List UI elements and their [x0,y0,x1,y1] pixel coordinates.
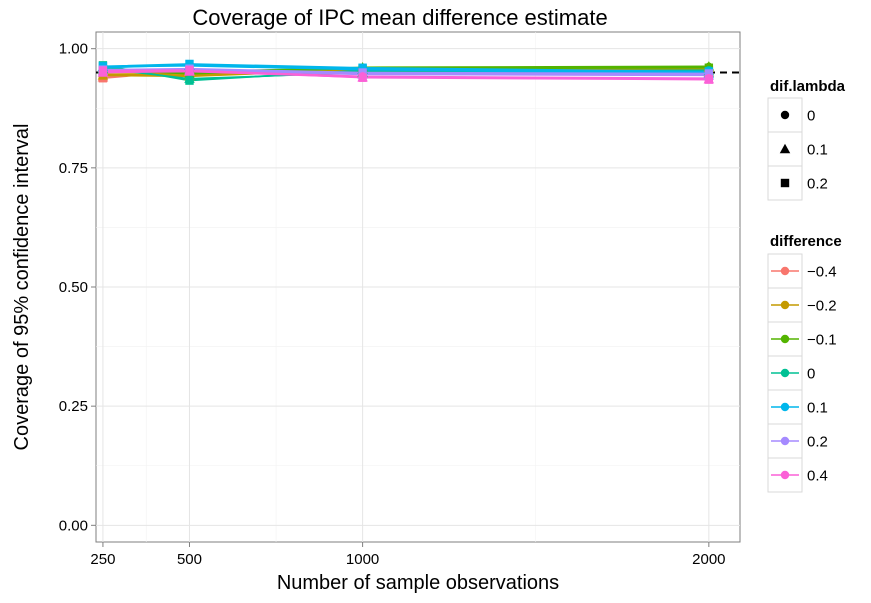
data-point [358,63,367,72]
legend-point-swatch [780,436,790,446]
legend-label: 0 [807,108,815,125]
x-tick-label: 250 [90,551,115,568]
legend-label: 0.1 [807,142,828,159]
series [102,65,709,75]
chart-title: Coverage of IPC mean difference estimate [192,5,607,30]
legend-point-swatch [780,266,790,276]
legend-title-difference: difference [770,233,842,250]
legend-label: −0.4 [807,264,837,281]
axes-group: 0.00 0.25 0.50 0.75 1.00 250 500 1000 2000 [59,41,726,568]
data-point [704,75,714,84]
y-axis-title: Coverage of 95% confidence interval [11,124,33,451]
legend-entry-color: −0.4 [767,253,837,289]
y-tick-label: 0.75 [59,160,88,177]
legend-label: 0.2 [807,434,828,451]
series-line [102,67,709,75]
x-tick-label: 2000 [692,551,725,568]
series-points [98,65,714,84]
legend-entry-color: −0.2 [767,287,837,323]
legend-label: −0.1 [807,332,837,349]
y-tick-label: 0.50 [59,279,88,296]
grid-lines [96,32,740,542]
data-point [98,66,108,75]
x-tick-label: 1000 [346,551,379,568]
x-axis-title: Number of sample observations [277,572,559,594]
triangle-icon [779,143,791,154]
data-point [185,59,194,69]
legend-entry-color: 0.1 [767,389,828,425]
series-group [97,59,715,85]
legend-point-swatch [780,300,790,310]
series-line [102,69,709,81]
legend-entry-color: −0.1 [767,321,837,357]
series [102,63,709,73]
legend-entry-color: 0.4 [767,457,828,493]
legend-entry-shape: 0 [767,97,815,133]
series [102,69,709,81]
x-tick-label: 500 [177,551,202,568]
series-line [102,63,709,73]
legend-point-swatch [780,402,790,412]
legend-label: 0.1 [807,400,828,417]
y-tick-label: 0.00 [59,517,88,534]
data-point [704,69,714,78]
legend-entry-shape: 0.1 [767,131,828,167]
legend-point-swatch [780,334,790,344]
data-point [185,65,194,75]
legend-point-swatch [780,470,790,480]
legend-label: 0 [807,366,815,383]
series-line [102,65,709,75]
legend-entry-color: 0.2 [767,423,828,459]
square-icon [780,178,790,188]
legend-label: 0.4 [807,468,828,485]
legend: dif.lambda 0 0.1 0.2 difference −0.4 −0.2 −0.1 0… [767,78,846,493]
y-tick-label: 1.00 [59,41,88,58]
legend-label: 0.2 [807,176,828,193]
legend-label: −0.2 [807,298,837,315]
data-point [358,73,367,82]
data-point [185,76,194,85]
y-tick-label: 0.25 [59,398,88,415]
legend-point-swatch [780,368,790,378]
legend-entry-color: 0 [767,355,815,391]
series [102,67,709,75]
circle-icon [780,110,790,120]
legend-entry-shape: 0.2 [767,165,828,201]
legend-title-dif-lambda: dif.lambda [770,78,846,95]
